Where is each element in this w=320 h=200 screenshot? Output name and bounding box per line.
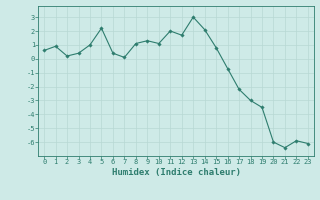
- X-axis label: Humidex (Indice chaleur): Humidex (Indice chaleur): [111, 168, 241, 177]
